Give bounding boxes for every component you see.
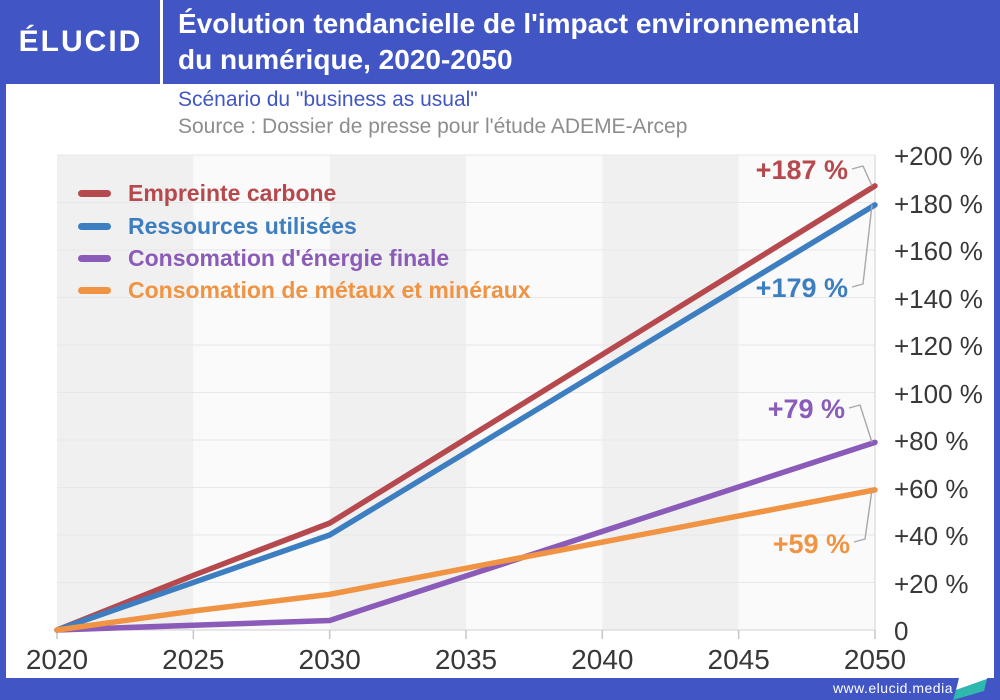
y-axis-label: +100 % bbox=[894, 378, 983, 409]
series-line-empreinte-carbone bbox=[54, 183, 878, 633]
series-line-consomation-d-nergie-finale bbox=[54, 439, 878, 633]
y-axis-label: +140 % bbox=[894, 283, 983, 314]
y-axis-label: +40 % bbox=[894, 521, 969, 551]
x-axis-label: 2045 bbox=[707, 644, 770, 675]
y-axis-label: +60 % bbox=[894, 473, 969, 504]
footer-bar: www.elucid.media bbox=[0, 667, 1000, 700]
annotation-ressources-value: +179 % bbox=[755, 273, 848, 303]
legend-item-metaux-mineraux: Consomation de métaux et minéraux bbox=[78, 277, 531, 303]
series-line-ressources-utilis-es bbox=[54, 202, 878, 633]
annotation-metaux-value: +59 % bbox=[772, 529, 850, 559]
annotation-connector bbox=[848, 404, 873, 443]
title-line-2: du numérique, 2020-2050 bbox=[178, 44, 513, 75]
y-axis-label: +200 % bbox=[894, 141, 983, 171]
legend-item-label: Consomation de métaux et minéraux bbox=[128, 276, 531, 303]
legend-color-dash bbox=[78, 254, 111, 262]
x-axis-label: 2020 bbox=[25, 644, 89, 675]
y-axis-label: +160 % bbox=[894, 236, 983, 266]
page-title: Évolution tendancielle de l'impact envir… bbox=[178, 6, 988, 78]
annotation-empreinte-carbone-value: +187 % bbox=[755, 155, 848, 185]
annotation-connector bbox=[853, 489, 873, 543]
x-axis-label: 2040 bbox=[571, 644, 634, 675]
legend-color-dash bbox=[78, 222, 111, 230]
header-separator bbox=[160, 0, 163, 84]
y-axis-label: 0 bbox=[894, 616, 909, 646]
footer-url: www.elucid.media bbox=[832, 680, 953, 696]
source-note: Source : Dossier de presse pour l'étude … bbox=[178, 115, 688, 138]
legend-item-empreinte-carbone: Empreinte carbone bbox=[78, 180, 336, 206]
y-axis-label: +20 % bbox=[894, 568, 969, 599]
x-axis-label: 2030 bbox=[298, 644, 361, 675]
legend-color-dash bbox=[78, 189, 111, 197]
y-axis-label: +80 % bbox=[894, 426, 969, 456]
header: ÉLUCID Évolution tendancielle de l'impac… bbox=[0, 0, 1000, 84]
title-line-1: Évolution tendancielle de l'impact envir… bbox=[178, 8, 860, 39]
annotation-connector bbox=[851, 165, 873, 187]
annotation-energie-value: +79 % bbox=[767, 394, 845, 424]
legend-item-label: Consomation d'énergie finale bbox=[128, 244, 450, 271]
x-axis-label: 2050 bbox=[843, 644, 907, 675]
frame-border-left bbox=[0, 0, 6, 700]
legend-item-ressources-utilisees: Ressources utilisées bbox=[78, 213, 357, 239]
legend-item-energie-finale: Consomation d'énergie finale bbox=[78, 245, 449, 271]
annotation-connector bbox=[851, 204, 873, 288]
x-axis-label: 2025 bbox=[162, 644, 225, 675]
elucid-flag-icon bbox=[953, 667, 990, 700]
y-axis-label: +120 % bbox=[894, 331, 983, 361]
x-axis-label: 2035 bbox=[434, 644, 498, 675]
chart-subtitle: Scénario du "business as usual" bbox=[178, 88, 478, 111]
legend-color-dash bbox=[78, 286, 111, 294]
elucid-logo: ÉLUCID bbox=[18, 25, 143, 58]
frame-border-right bbox=[994, 0, 1000, 700]
legend-item-label: Empreinte carbone bbox=[128, 179, 337, 206]
y-axis-label: +180 % bbox=[894, 188, 983, 219]
series-line-consomation-de-m-taux-et-min-raux bbox=[54, 487, 878, 633]
legend-item-label: Ressources utilisées bbox=[128, 212, 357, 239]
